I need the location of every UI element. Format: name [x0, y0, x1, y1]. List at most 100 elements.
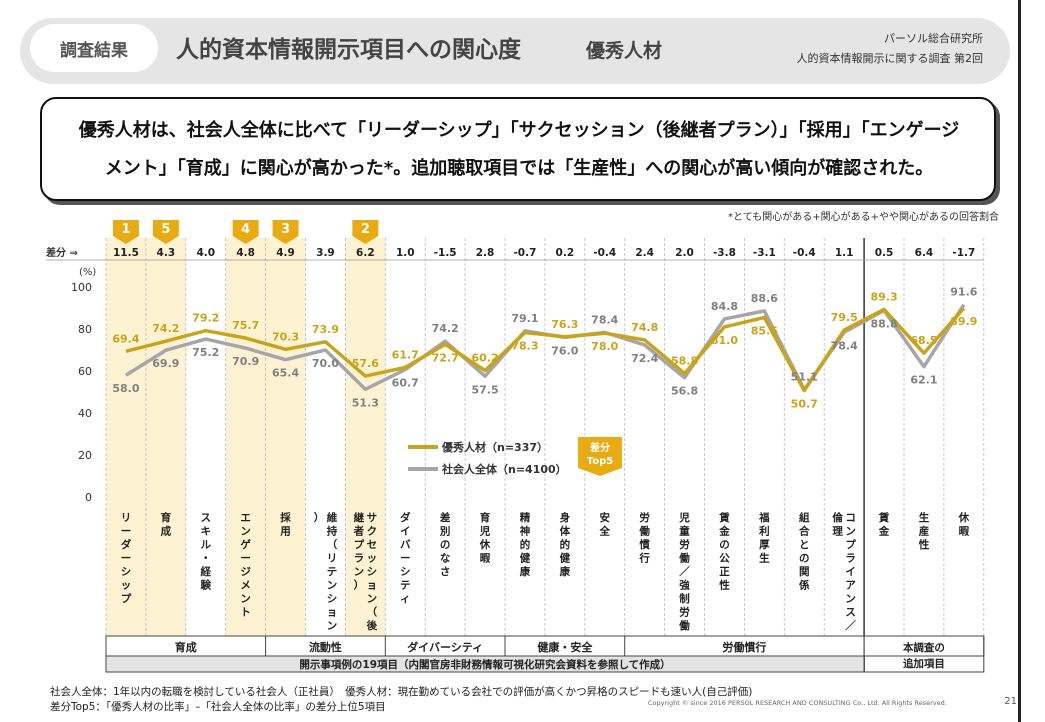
page-number: 21: [1004, 696, 1017, 707]
diff-value: 11.5: [113, 247, 139, 259]
data-label-top-talent: 70.3: [272, 330, 299, 343]
x-category-label-char: 厚: [759, 539, 770, 551]
rate-footnote: *とても関心がある+関心がある+やや関心があるの回答割合: [728, 212, 999, 223]
x-category-label-char: 金: [718, 525, 730, 538]
x-category-label-char: 維: [327, 511, 338, 524]
y-axis-unit: (%): [79, 267, 96, 278]
x-category-label-char: 採: [280, 511, 291, 524]
x-category-label-char: ／: [845, 619, 856, 632]
summary-box: [40, 97, 996, 201]
data-label-all-workers: 70.0: [312, 357, 339, 370]
data-label-all-workers: 51.1: [791, 371, 818, 384]
data-label-all-workers: 84.8: [711, 300, 738, 313]
x-category-label-char: ）: [314, 511, 325, 524]
x-category-label-char: （: [367, 606, 378, 619]
x-category-label-char: 労: [639, 511, 650, 524]
x-category-label-char: メ: [240, 580, 251, 592]
data-label-top-talent: 79.2: [192, 312, 219, 325]
x-category-label-char: 正: [719, 566, 730, 578]
x-category-label-char: ー: [121, 526, 132, 538]
x-category-label-char: 公: [719, 553, 730, 565]
diff-value: 4.9: [276, 247, 295, 259]
top5-highlight-column: [265, 238, 306, 636]
data-label-top-talent: 76.3: [551, 318, 578, 331]
data-label-all-workers: 60.7: [392, 377, 419, 390]
data-label-top-talent: 75.7: [232, 319, 259, 332]
x-category-label-char: エ: [240, 512, 251, 524]
x-category-label-char: 体: [560, 525, 571, 538]
diff-value: -0.4: [593, 247, 616, 259]
x-category-label-char: ・: [201, 553, 212, 565]
data-label-top-talent: 89.3: [870, 290, 897, 303]
x-category-label-char: ィ: [400, 593, 411, 605]
x-category-label-char: プ: [354, 538, 365, 551]
y-tick-label: 40: [78, 407, 92, 420]
x-category-label-char: 的: [520, 538, 531, 551]
survey-name: 人的資本情報開示に関する調査 第2回: [796, 52, 984, 65]
y-tick-label: 20: [78, 449, 92, 462]
x-category-label-char: 性: [719, 579, 730, 592]
x-category-label-char: ン: [367, 593, 378, 605]
data-label-all-workers: 72.4: [631, 352, 658, 365]
x-category-label-char: （: [327, 538, 338, 551]
data-label-top-talent: 78.0: [591, 340, 618, 353]
top5-rank-number: 4: [241, 222, 250, 237]
data-label-top-talent: 81.0: [711, 334, 738, 347]
x-category-label-char: 児: [678, 511, 690, 524]
x-category-label-char: の: [440, 539, 451, 551]
x-category-label-char: シ: [400, 566, 411, 578]
x-category-label-char: 持: [327, 525, 338, 538]
x-category-label-char: 制: [679, 592, 690, 605]
diff-value: 3.9: [316, 247, 335, 259]
x-category-label-char: ス: [201, 512, 212, 524]
x-category-label-char: ／: [679, 565, 690, 578]
x-category-label-char: 育: [161, 511, 172, 524]
data-label-all-workers: 56.8: [671, 385, 698, 398]
x-category-label-char: ン: [240, 593, 251, 605]
x-category-label-char: リ: [121, 512, 132, 524]
section-badge: 調査結果: [30, 24, 158, 72]
x-category-label-char: 性: [919, 538, 930, 551]
diff-value: 6.4: [915, 247, 934, 259]
x-category-label-char: 関: [799, 566, 810, 578]
diff-value: 2.8: [476, 247, 495, 259]
data-label-all-workers: 51.3: [352, 396, 379, 409]
x-category-label-char: ダ: [121, 538, 132, 551]
x-category-label-char: 験: [201, 579, 212, 592]
x-category-label-char: ッ: [367, 553, 378, 565]
x-category-label-char: シ: [121, 566, 132, 578]
x-category-label-char: ン: [845, 593, 856, 605]
data-label-top-talent: 72.7: [432, 351, 459, 364]
x-category-label-char: さ: [440, 566, 451, 578]
x-category-label-char: 継: [354, 511, 365, 524]
x-category-label-char: イ: [400, 526, 411, 538]
x-category-label-char: ョ: [367, 580, 378, 592]
data-label-top-talent: 74.2: [152, 322, 179, 335]
legend-label-top-talent: 優秀人材（n=337）: [441, 440, 548, 454]
diff-value: 1.1: [835, 247, 854, 259]
x-category-label-char: 休: [958, 511, 970, 524]
x-category-label-char: 身: [560, 511, 571, 524]
data-label-top-talent: 89.9: [950, 315, 977, 328]
x-category-label-char: と: [799, 539, 810, 551]
y-tick-label: 60: [78, 365, 92, 378]
diff-value: 0.5: [875, 247, 894, 259]
diff-value: 4.0: [196, 247, 215, 259]
x-category-label-char: セ: [367, 539, 378, 551]
x-category-label-char: の: [799, 553, 810, 565]
footnote-definition: 社会人全体：1年以内の転職を検討している社会人（正社員） 優秀人材：現在勤めてい…: [50, 686, 753, 698]
x-category-label-char: 金: [878, 525, 890, 538]
top5-rank-number: 5: [161, 222, 170, 237]
x-category-label-char: 働: [678, 552, 690, 565]
x-category-label-char: 神: [520, 525, 531, 538]
x-category-label-char: 労: [679, 606, 690, 619]
data-label-top-talent: 85.5: [751, 324, 778, 337]
group-label: 育成: [175, 640, 197, 654]
x-category-label-char: 行: [638, 552, 650, 565]
data-label-all-workers: 70.9: [232, 355, 259, 368]
diff-row-label: 差分 ⇒: [46, 246, 78, 259]
x-category-label-char: イ: [845, 566, 856, 578]
x-category-label-char: ク: [367, 526, 378, 538]
x-category-label-char: 賃: [718, 511, 730, 524]
data-label-all-workers: 65.4: [272, 367, 299, 380]
